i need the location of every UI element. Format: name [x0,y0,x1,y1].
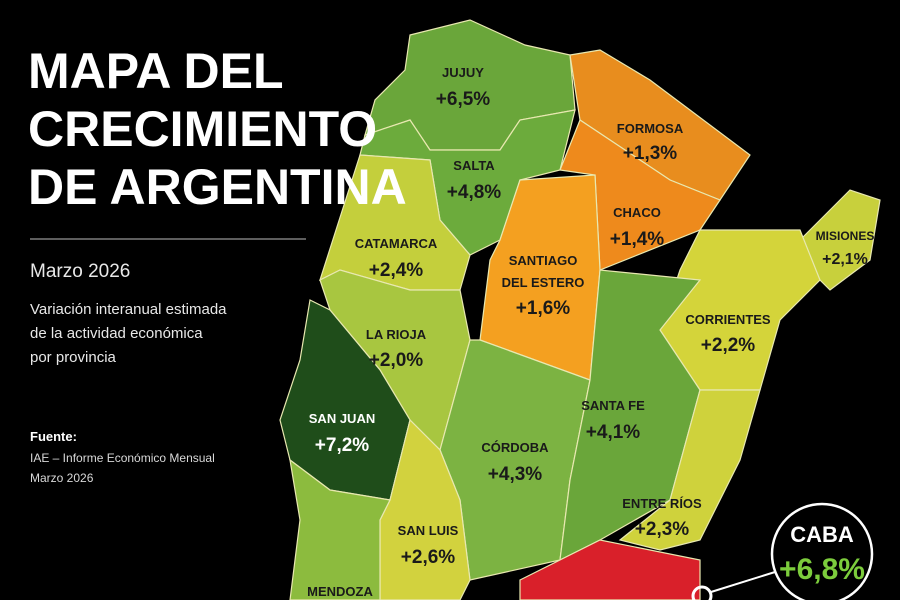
entre-rios [618,389,761,551]
mendoza [289,458,391,600]
caba-value: +6,8% [779,553,865,586]
caba-circle [770,502,874,600]
source-label: Fuente: [30,429,77,444]
province-value: +7,2% [315,435,370,456]
province-name: SANTA FE [581,398,645,413]
province-name: CÓRDOBA [481,440,549,455]
labels: JUJUY +6,5% SALTA +4,8% FORMOSA +1,3% CH… [307,65,874,599]
date: Marzo 2026 [30,261,130,282]
province-name: SAN JUAN [309,411,375,426]
province-value: +6,5% [436,89,491,110]
province-name: CHACO [613,205,661,220]
province-name: MENDOZA [307,584,373,599]
province-value: +4,8% [447,182,502,203]
chaco [559,119,721,271]
province-value: +4,3% [488,464,543,485]
province-name: FORMOSA [617,121,684,136]
caba-marker [691,585,713,600]
buenos-aires [519,539,701,600]
province-name: CORRIENTES [685,312,771,327]
province-name: SANTIAGO [509,253,578,268]
map [279,19,881,600]
province-name: SALTA [453,158,495,173]
callout-line [710,571,776,593]
province-name: CATAMARCA [355,236,438,251]
province-value: +2,1% [822,251,868,268]
province-value: +1,3% [623,143,678,164]
province-value: +2,2% [701,335,756,356]
source: Marzo 2026 [30,471,94,485]
province-name: MISIONES [816,229,875,243]
province-value: +2,6% [401,547,456,568]
province-value: +2,3% [635,519,690,540]
description: de la actividad económica [30,325,203,342]
province-value: +1,4% [610,229,665,250]
description: Variación interanual estimada [30,301,227,318]
caba-callout: CABA +6,8% [691,502,874,600]
province-name: SAN LUIS [398,523,459,538]
province-name: JUJUY [442,65,484,80]
title: MAPA DEL [28,43,284,99]
province-value: +2,4% [369,260,424,281]
header: MAPA DEL CRECIMIENTO DE ARGENTINA Marzo … [28,43,407,485]
description: por provincia [30,349,117,366]
province-name: LA RIOJA [366,327,427,342]
title: DE ARGENTINA [28,159,407,215]
province-name: DEL ESTERO [502,275,585,290]
province-value: +1,6% [516,298,571,319]
province-name: ENTRE RÍOS [622,496,702,511]
province-value: +4,1% [586,422,641,443]
province-value: +2,0% [369,350,424,371]
source: IAE – Informe Económico Mensual [30,451,215,465]
caba-name: CABA [790,522,854,547]
title: CRECIMIENTO [28,101,377,157]
